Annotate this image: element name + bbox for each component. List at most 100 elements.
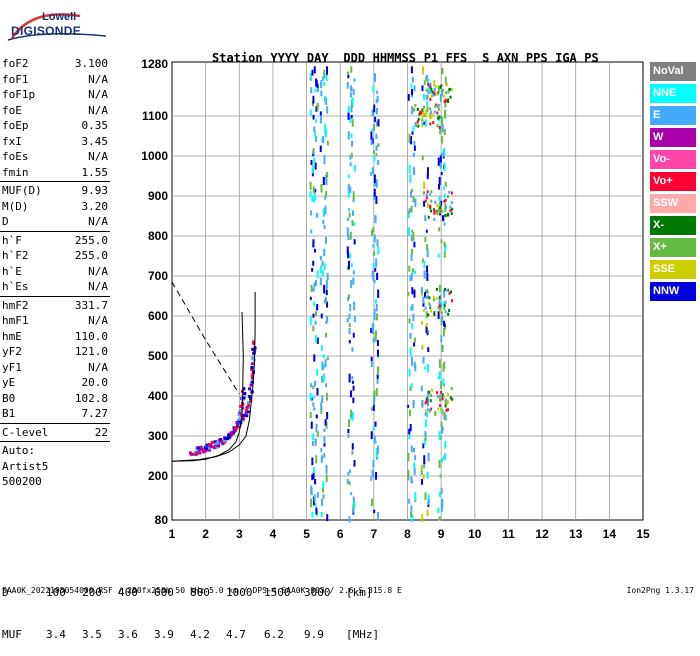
echo-point xyxy=(413,145,416,151)
echo-point xyxy=(408,368,411,377)
echo-point xyxy=(353,301,356,311)
echo-point xyxy=(429,399,432,403)
echo-point xyxy=(348,481,351,486)
echo-point xyxy=(412,448,415,453)
echo-point xyxy=(447,312,450,316)
echo-point xyxy=(424,433,427,441)
echo-point xyxy=(370,229,373,236)
echo-point xyxy=(207,448,211,452)
echo-point xyxy=(249,399,253,403)
echo-point xyxy=(314,162,317,170)
echo-point xyxy=(428,115,431,119)
echo-point xyxy=(424,199,427,203)
param-row-B0: B0 102.8 xyxy=(0,391,112,407)
echo-point xyxy=(352,198,355,203)
echo-point xyxy=(326,106,329,114)
echo-point xyxy=(315,78,318,87)
echo-point xyxy=(408,409,411,417)
echo-point xyxy=(427,313,430,317)
echo-point xyxy=(420,385,423,392)
echo-point xyxy=(349,162,352,167)
echo-point xyxy=(319,111,322,116)
echo-point xyxy=(347,131,350,140)
echo-point xyxy=(313,301,316,307)
echo-point xyxy=(374,215,377,224)
echo-point xyxy=(431,388,434,392)
echo-point xyxy=(375,145,378,151)
echo-point xyxy=(312,402,315,407)
echo-point xyxy=(432,93,435,97)
echo-point xyxy=(421,124,424,128)
echo-point xyxy=(326,412,329,420)
echo-point xyxy=(442,328,445,337)
echo-point xyxy=(436,111,439,115)
echo-point xyxy=(434,200,437,204)
echo-point xyxy=(436,204,439,208)
echo-point xyxy=(311,196,314,203)
echo-point xyxy=(429,97,432,101)
echo-point xyxy=(322,364,325,369)
x-tick-label: 8 xyxy=(404,527,411,541)
muf-row-value: 4.2 xyxy=(190,628,210,641)
echo-point xyxy=(310,397,313,401)
param-name: foF1 xyxy=(2,72,29,86)
echo-point xyxy=(373,234,376,239)
echo-point xyxy=(444,288,447,292)
echo-point xyxy=(375,258,378,268)
echo-point xyxy=(320,455,323,460)
echo-point xyxy=(375,121,378,127)
echo-point xyxy=(348,313,351,320)
echo-point xyxy=(375,133,378,140)
echo-point xyxy=(310,87,313,94)
param-value: 20.0 xyxy=(81,376,109,389)
echo-point xyxy=(416,108,419,112)
echo-point xyxy=(373,174,376,184)
echo-point xyxy=(312,114,315,120)
muf-row-value: 1500 xyxy=(264,586,291,599)
echo-point xyxy=(451,397,454,401)
echo-point xyxy=(413,342,416,347)
echo-point xyxy=(412,232,415,241)
echo-point xyxy=(309,210,312,216)
echo-point xyxy=(323,443,326,447)
echo-point xyxy=(426,408,429,412)
muf-row-value: 400 xyxy=(118,586,138,599)
echo-point xyxy=(423,462,426,469)
echo-point xyxy=(321,76,324,81)
echo-point xyxy=(376,272,379,281)
echo-point xyxy=(323,208,326,215)
echo-point xyxy=(371,469,374,478)
param-name: M(D) xyxy=(2,199,29,213)
echo-point xyxy=(413,361,416,368)
param-row-h`F: h`F 255.0 xyxy=(0,233,112,249)
y-tick-label: 1100 xyxy=(142,109,168,123)
echo-point xyxy=(220,439,224,443)
echo-point xyxy=(314,320,317,325)
echo-point xyxy=(438,460,441,468)
echo-point xyxy=(425,295,428,299)
echo-point xyxy=(375,152,378,157)
echo-point xyxy=(441,316,444,323)
echo-point xyxy=(312,186,315,194)
echo-point xyxy=(444,452,447,461)
echo-point xyxy=(443,99,446,103)
echo-point xyxy=(323,69,326,79)
muf-row-value: 3.6 xyxy=(118,628,138,641)
echo-point xyxy=(346,227,349,237)
echo-point xyxy=(348,516,351,523)
echo-point xyxy=(373,390,376,398)
echo-point xyxy=(410,83,413,88)
echo-point xyxy=(372,263,375,269)
echo-point xyxy=(410,383,413,388)
echo-point xyxy=(411,323,414,330)
echo-point xyxy=(440,380,443,390)
param-row-fmin: fmin 1.55 xyxy=(0,165,112,181)
echo-point xyxy=(429,408,432,412)
echo-point xyxy=(376,340,379,347)
echo-point xyxy=(417,124,420,128)
echo-point xyxy=(325,332,328,338)
legend-item-nne: NNE xyxy=(650,84,696,103)
echo-point xyxy=(312,472,315,480)
y-tick-label: 1000 xyxy=(141,149,168,163)
echo-point xyxy=(319,114,322,124)
